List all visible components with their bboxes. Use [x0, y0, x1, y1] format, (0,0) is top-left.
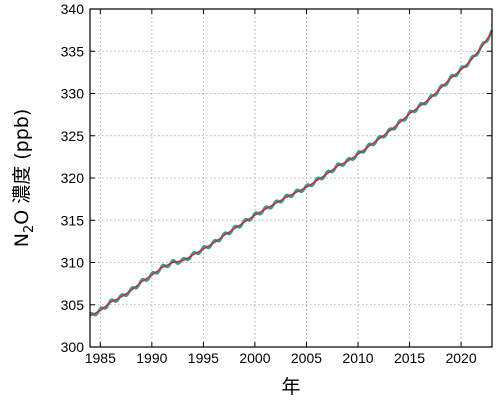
trend-series-line — [89, 31, 493, 317]
monthly-series-line — [89, 29, 494, 317]
y-tick-label: 305 — [61, 297, 85, 313]
y-tick-label: 340 — [61, 1, 85, 17]
x-tick-label: 1985 — [85, 350, 116, 366]
y-axis-title-main: N — [11, 233, 33, 247]
tick-labels: 1985 1990 1995 2000 2005 2010 2015 2020 300 305 31… — [61, 1, 477, 366]
y-axis-title-subscript: 2 — [22, 225, 37, 233]
series-layer — [89, 29, 494, 317]
y-tick-label: 315 — [61, 212, 85, 228]
x-tick-label: 2005 — [291, 350, 322, 366]
grid-lines — [90, 9, 492, 347]
y-tick-label: 300 — [61, 339, 85, 355]
x-tick-label: 2000 — [239, 350, 270, 366]
x-tick-label: 1995 — [188, 350, 219, 366]
y-axis-title-rest: O 濃度 (ppb) — [11, 109, 33, 225]
x-tick-label: 2010 — [342, 350, 373, 366]
y-tick-label: 330 — [61, 86, 85, 102]
y-tick-label: 320 — [61, 170, 85, 186]
y-tick-label: 335 — [61, 43, 85, 59]
y-tick-label: 325 — [61, 128, 85, 144]
x-tick-label: 2020 — [445, 350, 476, 366]
y-axis-title: N2O 濃度 (ppb) — [11, 109, 37, 248]
x-tick-label: 2015 — [394, 350, 425, 366]
x-tick-label: 1990 — [136, 350, 167, 366]
tick-marks — [90, 8, 492, 348]
x-axis-title: 年 — [281, 376, 300, 398]
y-tick-label: 310 — [61, 255, 85, 271]
